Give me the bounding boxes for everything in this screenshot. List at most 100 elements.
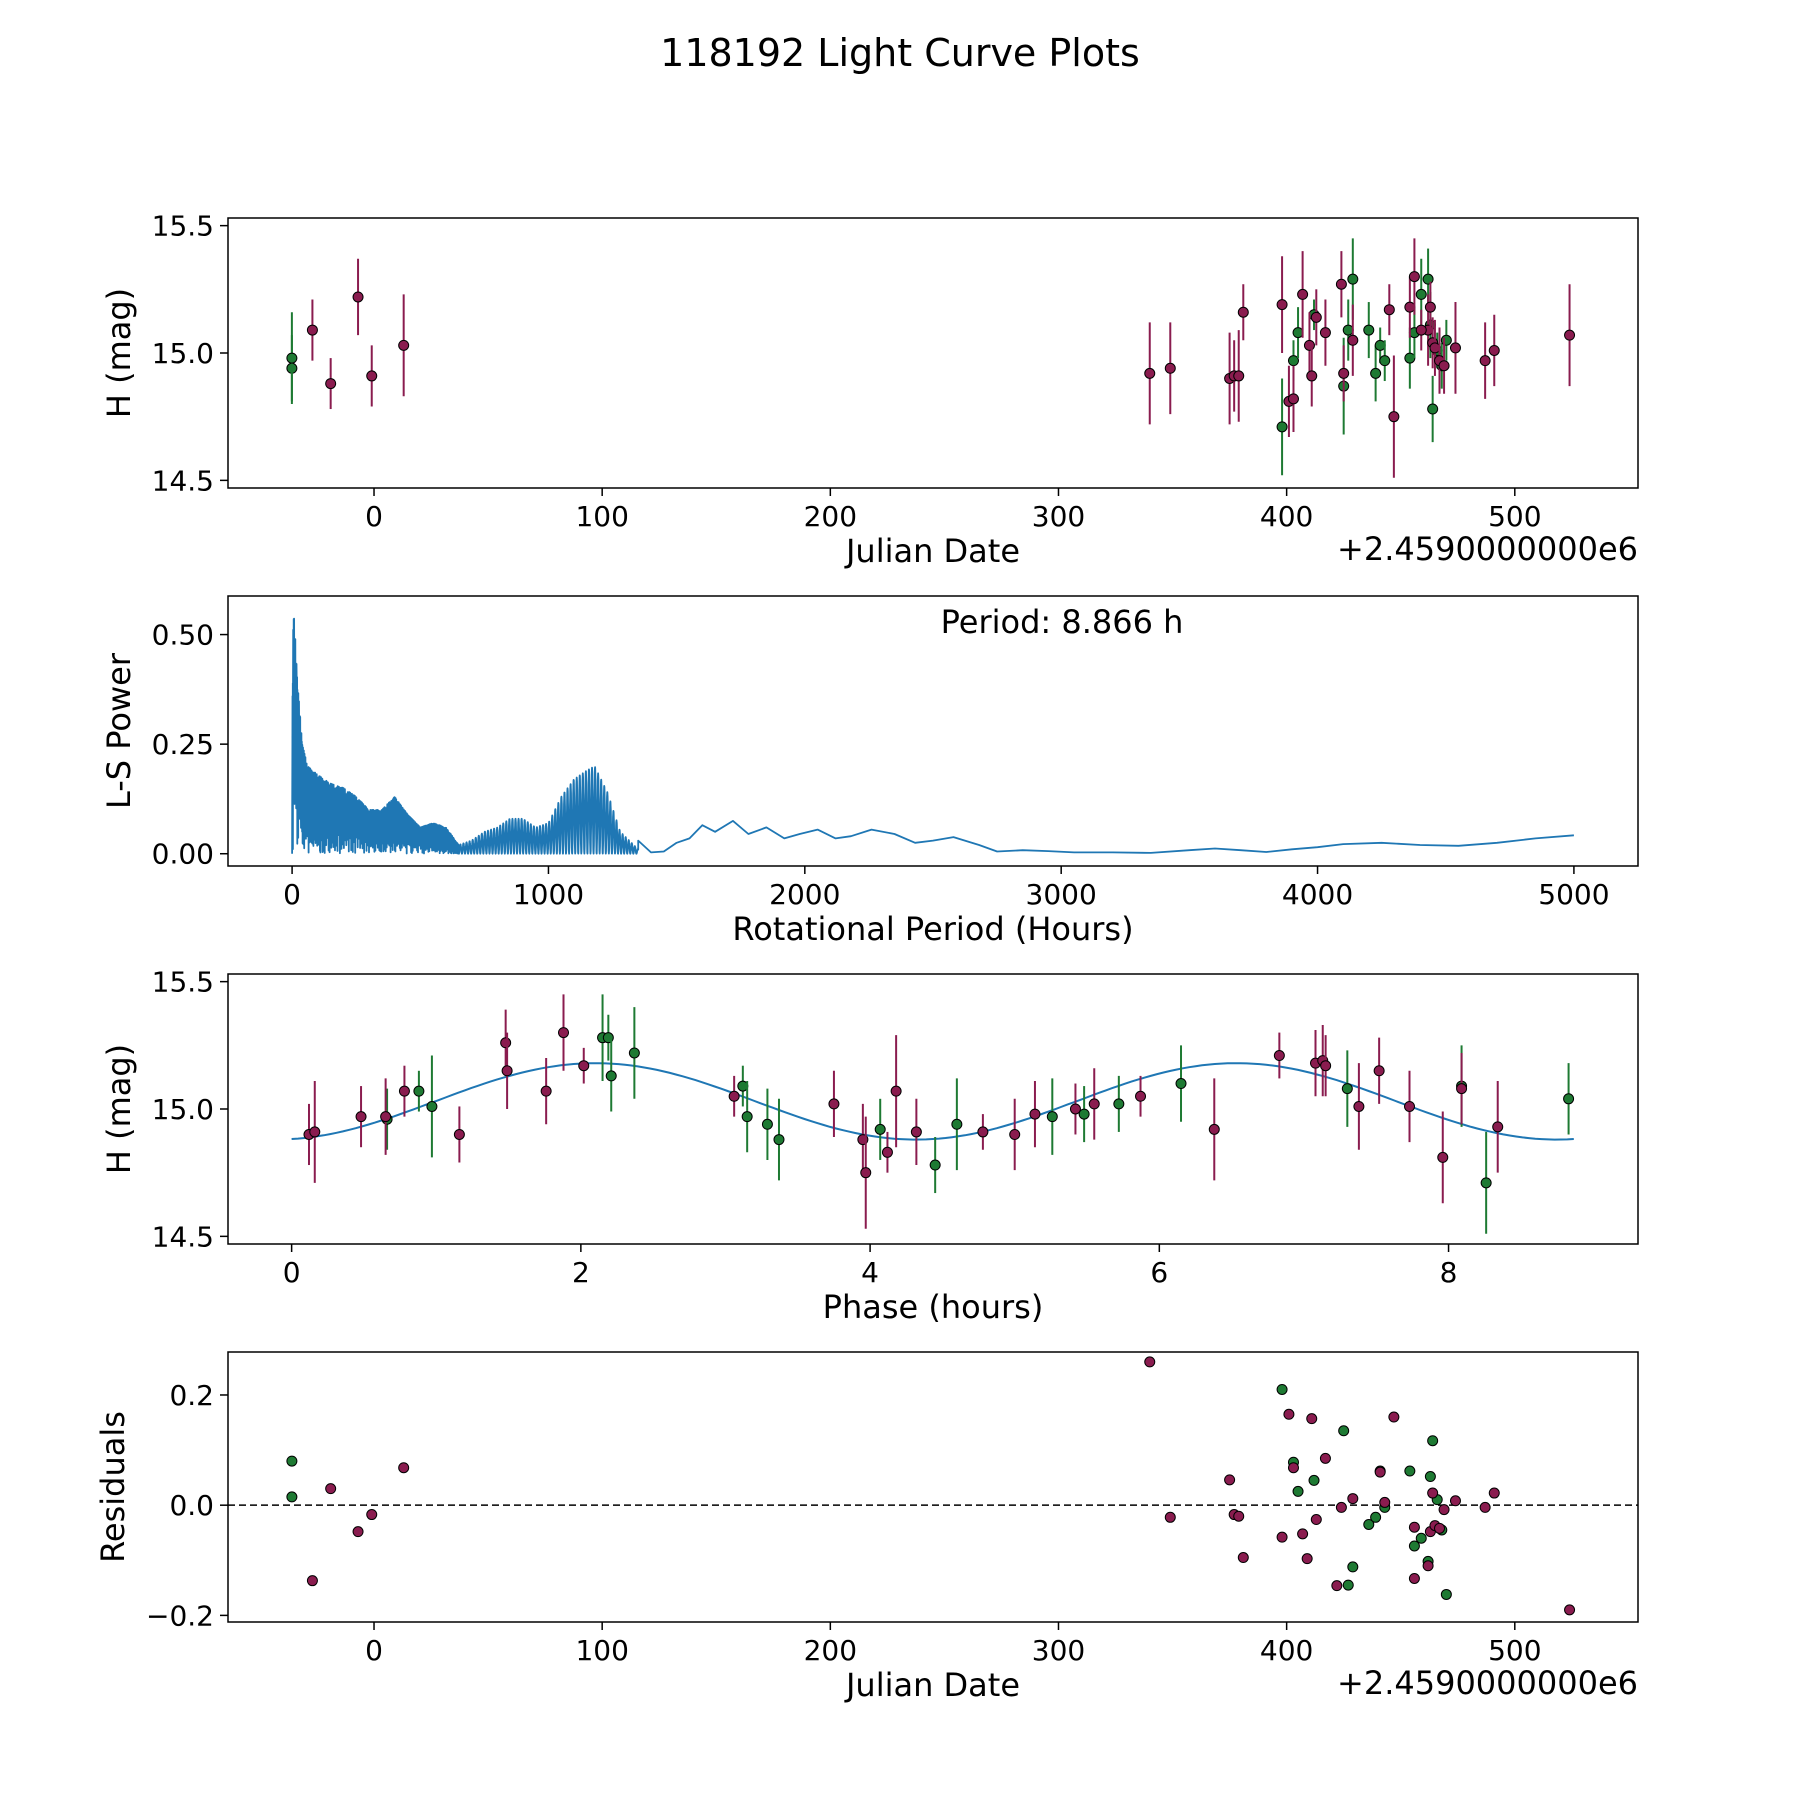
residuals-axes-frame — [227, 1351, 1639, 1623]
lightcurve-ytick-label: 15.5 — [152, 210, 214, 243]
purple-data-point — [1427, 1487, 1439, 1499]
green-data-point — [1440, 334, 1452, 346]
purple-data-point — [1564, 329, 1576, 341]
periodogram-ytick-label: 0.50 — [152, 619, 214, 652]
green-data-point — [1363, 1518, 1375, 1530]
purple-data-point — [1009, 1128, 1021, 1140]
purple-data-point — [1224, 1474, 1236, 1486]
green-data-point — [1415, 288, 1427, 300]
lightcurve-panel: 0 100 200 300 400 500 14.5 15.0 15.5 Julian Date… — [100, 210, 1639, 570]
lightcurve-xtick-label: 400 — [1260, 500, 1313, 533]
purple-data-point — [1422, 1560, 1434, 1572]
purple-data-point — [1449, 1495, 1461, 1507]
purple-data-point — [1301, 1553, 1313, 1565]
purple-data-point — [1429, 342, 1441, 354]
phase-ytick-label: 15.5 — [152, 966, 214, 999]
residuals-ytick-label: 0.2 — [169, 1379, 214, 1412]
purple-data-point — [1347, 334, 1359, 346]
purple-data-point — [1438, 360, 1450, 372]
green-data-point — [1292, 327, 1304, 339]
green-data-point — [741, 1111, 753, 1123]
purple-data-point — [1373, 1065, 1385, 1077]
periodogram-ytick-label: 0.00 — [152, 838, 214, 871]
green-data-point — [1440, 1588, 1452, 1600]
residuals-ticks: 0 100 200 300 400 500 −0.2 0.0 0.2 — [146, 1379, 1542, 1667]
purple-data-point — [1144, 367, 1156, 379]
purple-data-point — [352, 291, 364, 303]
green-data-point — [1287, 355, 1299, 367]
periodogram-line — [291, 617, 1574, 855]
green-data-point — [628, 1047, 640, 1059]
purple-data-point — [1144, 1356, 1156, 1368]
purple-data-point — [1438, 1504, 1450, 1516]
purple-data-point — [558, 1027, 570, 1039]
purple-data-point — [728, 1090, 740, 1102]
residuals-xtick-label: 300 — [1032, 1634, 1085, 1667]
periodogram-xtick-label: 1000 — [513, 878, 584, 911]
lightcurve-offset-label: +2.4590000000e6 — [1337, 530, 1638, 568]
purple-data-point — [1408, 1521, 1420, 1533]
purple-data-point — [540, 1085, 552, 1097]
green-data-point — [1276, 1383, 1288, 1395]
purple-data-point — [1287, 1462, 1299, 1474]
figure-title: 118192 Light Curve Plots — [660, 31, 1140, 75]
green-data-point — [286, 1455, 298, 1467]
lightcurve-xlabel: Julian Date — [844, 532, 1020, 570]
purple-data-point — [398, 1462, 410, 1474]
green-data-point — [1175, 1078, 1187, 1090]
residuals-ytick-label: −0.2 — [146, 1599, 214, 1632]
green-data-point — [1424, 1471, 1436, 1483]
green-data-point — [929, 1159, 941, 1171]
purple-data-point — [1319, 1452, 1331, 1464]
purple-data-point — [1347, 1493, 1359, 1505]
purple-data-point — [1283, 1408, 1295, 1420]
lightcurve-ylabel: H (mag) — [100, 288, 138, 418]
green-data-point — [761, 1118, 773, 1130]
purple-data-point — [1456, 1083, 1468, 1095]
green-data-point — [1379, 355, 1391, 367]
purple-data-point — [1306, 1413, 1318, 1425]
green-data-point — [1113, 1098, 1125, 1110]
phase-xtick-label: 4 — [861, 1256, 879, 1289]
lightcurve-ticks: 0 100 200 300 400 500 14.5 15.0 15.5 — [152, 210, 1542, 533]
residuals-xtick-label: 500 — [1488, 1634, 1541, 1667]
lightcurve-xtick-label: 0 — [365, 500, 383, 533]
green-data-point — [413, 1085, 425, 1097]
periodogram-xtick-label: 0 — [283, 878, 301, 911]
purple-data-point — [1310, 311, 1322, 323]
periodogram-ticks: 0 1000 2000 3000 4000 5000 0.00 0.25 0.50 — [152, 619, 1610, 911]
purple-data-point — [1331, 1580, 1343, 1592]
purple-data-point — [352, 1526, 364, 1538]
purple-data-point — [1415, 324, 1427, 336]
purple-data-point — [398, 339, 410, 351]
phase-ticks: 0 2 4 6 8 14.5 15.0 15.5 — [152, 966, 1458, 1289]
purple-data-point — [453, 1128, 465, 1140]
phase-panel: 0 2 4 6 8 14.5 15.0 15.5 Phase (hours) H (mag) — [100, 966, 1639, 1326]
phase-xtick-label: 2 — [572, 1256, 590, 1289]
purple-data-point — [1306, 370, 1318, 382]
purple-data-point — [1388, 1411, 1400, 1423]
green-data-point — [1404, 1465, 1416, 1477]
green-data-point — [1347, 1561, 1359, 1573]
phase-axes-frame — [227, 973, 1639, 1245]
purple-data-point — [578, 1060, 590, 1072]
green-data-point — [1342, 324, 1354, 336]
green-data-point — [605, 1070, 617, 1082]
purple-data-point — [1287, 393, 1299, 405]
residuals-xtick-label: 0 — [365, 1634, 383, 1667]
purple-data-point — [1320, 1060, 1332, 1072]
purple-data-point — [1164, 362, 1176, 374]
lightcurve-xtick-label: 500 — [1488, 500, 1541, 533]
lightcurve-xtick-label: 200 — [804, 500, 857, 533]
residuals-xlabel: Julian Date — [844, 1666, 1020, 1704]
phase-xtick-label: 6 — [1150, 1256, 1168, 1289]
purple-data-point — [828, 1098, 840, 1110]
purple-data-point — [1449, 342, 1461, 354]
phase-ytick-label: 14.5 — [152, 1220, 214, 1253]
purple-data-point — [1237, 1552, 1249, 1564]
phase-xtick-label: 8 — [1440, 1256, 1458, 1289]
purple-data-point — [1488, 344, 1500, 356]
purple-data-point — [1069, 1103, 1081, 1115]
purple-data-point — [380, 1111, 392, 1123]
